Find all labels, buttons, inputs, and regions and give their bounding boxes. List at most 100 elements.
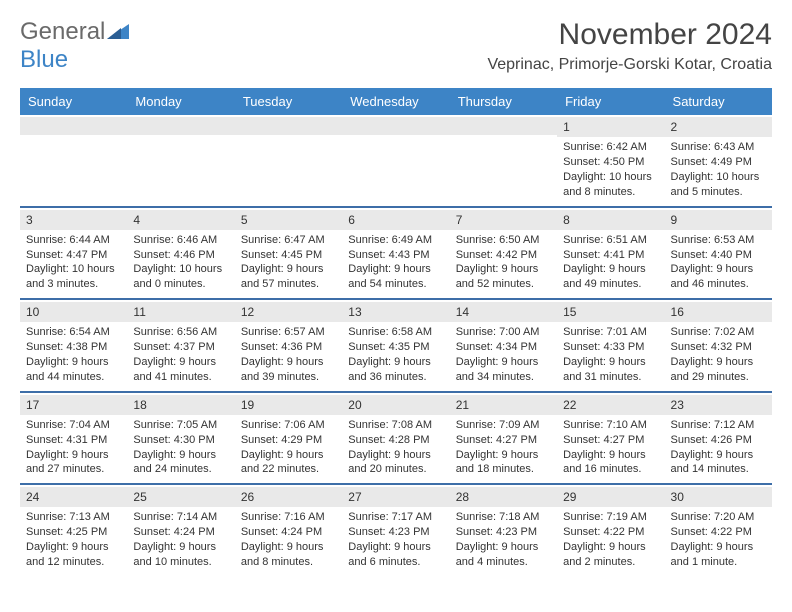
day-number: 8 xyxy=(557,210,664,230)
calendar-day: 13Sunrise: 6:58 AMSunset: 4:35 PMDayligh… xyxy=(342,300,449,391)
calendar-day: 14Sunrise: 7:00 AMSunset: 4:34 PMDayligh… xyxy=(450,300,557,391)
sunrise-text: Sunrise: 6:50 AM xyxy=(456,233,551,248)
day-number: 20 xyxy=(342,395,449,415)
sunset-text: Sunset: 4:22 PM xyxy=(671,525,766,540)
day-number: 28 xyxy=(450,487,557,507)
sunrise-text: Sunrise: 6:54 AM xyxy=(26,325,121,340)
daylight-text: Daylight: 9 hours and 57 minutes. xyxy=(241,262,336,292)
calendar-day: 5Sunrise: 6:47 AMSunset: 4:45 PMDaylight… xyxy=(235,208,342,299)
sunrise-text: Sunrise: 7:13 AM xyxy=(26,510,121,525)
sunrise-text: Sunrise: 7:12 AM xyxy=(671,418,766,433)
day-number: 5 xyxy=(235,210,342,230)
daylight-text: Daylight: 9 hours and 2 minutes. xyxy=(563,540,658,570)
calendar-week: 10Sunrise: 6:54 AMSunset: 4:38 PMDayligh… xyxy=(20,298,772,391)
sunset-text: Sunset: 4:41 PM xyxy=(563,248,658,263)
calendar-day xyxy=(20,115,127,206)
daylight-text: Daylight: 9 hours and 1 minute. xyxy=(671,540,766,570)
day-number xyxy=(235,117,342,135)
calendar-day xyxy=(235,115,342,206)
daylight-text: Daylight: 9 hours and 41 minutes. xyxy=(133,355,228,385)
sunrise-text: Sunrise: 7:00 AM xyxy=(456,325,551,340)
sunset-text: Sunset: 4:28 PM xyxy=(348,433,443,448)
sunrise-text: Sunrise: 6:42 AM xyxy=(563,140,658,155)
sunset-text: Sunset: 4:42 PM xyxy=(456,248,551,263)
day-number: 9 xyxy=(665,210,772,230)
sunrise-text: Sunrise: 6:49 AM xyxy=(348,233,443,248)
daylight-text: Daylight: 9 hours and 44 minutes. xyxy=(26,355,121,385)
sunset-text: Sunset: 4:35 PM xyxy=(348,340,443,355)
sunset-text: Sunset: 4:27 PM xyxy=(563,433,658,448)
sunrise-text: Sunrise: 7:08 AM xyxy=(348,418,443,433)
sunrise-text: Sunrise: 7:06 AM xyxy=(241,418,336,433)
day-headers-row: Sunday Monday Tuesday Wednesday Thursday… xyxy=(20,88,772,115)
calendar-day: 7 Sunrise: 6:50 AMSunset: 4:42 PMDaylight… xyxy=(450,208,557,299)
daylight-text: Daylight: 9 hours and 46 minutes. xyxy=(671,262,766,292)
sunset-text: Sunset: 4:50 PM xyxy=(563,155,658,170)
calendar-day: 16 Sunrise: 7:02 AMSunset: 4:32 PMDayligh… xyxy=(665,300,772,391)
day-number: 16 xyxy=(665,302,772,322)
sunrise-text: Sunrise: 7:19 AM xyxy=(563,510,658,525)
daylight-text: Daylight: 9 hours and 52 minutes. xyxy=(456,262,551,292)
day-header: Wednesday xyxy=(342,88,449,115)
day-header: Saturday xyxy=(665,88,772,115)
sunset-text: Sunset: 4:38 PM xyxy=(26,340,121,355)
calendar-day: 29Sunrise: 7:19 AMSunset: 4:22 PMDayligh… xyxy=(557,485,664,576)
calendar-day xyxy=(127,115,234,206)
day-number: 1 xyxy=(557,117,664,137)
calendar-day: 6Sunrise: 6:49 AMSunset: 4:43 PMDaylight… xyxy=(342,208,449,299)
daylight-text: Daylight: 9 hours and 54 minutes. xyxy=(348,262,443,292)
day-number: 15 xyxy=(557,302,664,322)
sunset-text: Sunset: 4:25 PM xyxy=(26,525,121,540)
sunrise-text: Sunrise: 6:56 AM xyxy=(133,325,228,340)
day-number: 7 xyxy=(450,210,557,230)
calendar-week: 17Sunrise: 7:04 AMSunset: 4:31 PMDayligh… xyxy=(20,391,772,484)
calendar-day: 11Sunrise: 6:56 AMSunset: 4:37 PMDayligh… xyxy=(127,300,234,391)
sunrise-text: Sunrise: 7:14 AM xyxy=(133,510,228,525)
calendar-day xyxy=(342,115,449,206)
sunrise-text: Sunrise: 6:58 AM xyxy=(348,325,443,340)
daylight-text: Daylight: 10 hours and 5 minutes. xyxy=(671,170,766,200)
sunset-text: Sunset: 4:31 PM xyxy=(26,433,121,448)
day-number: 12 xyxy=(235,302,342,322)
day-number: 2 xyxy=(665,117,772,137)
day-number: 13 xyxy=(342,302,449,322)
sunset-text: Sunset: 4:32 PM xyxy=(671,340,766,355)
calendar-day: 23Sunrise: 7:12 AMSunset: 4:26 PMDayligh… xyxy=(665,393,772,484)
calendar-day: 12Sunrise: 6:57 AMSunset: 4:36 PMDayligh… xyxy=(235,300,342,391)
day-header: Thursday xyxy=(450,88,557,115)
weeks-container: 1 Sunrise: 6:42 AMSunset: 4:50 PM Daylight… xyxy=(20,115,772,576)
calendar-week: 1 Sunrise: 6:42 AMSunset: 4:50 PM Daylight… xyxy=(20,115,772,206)
sunset-text: Sunset: 4:45 PM xyxy=(241,248,336,263)
sunset-text: Sunset: 4:24 PM xyxy=(241,525,336,540)
calendar-day: 21Sunrise: 7:09 AMSunset: 4:27 PMDayligh… xyxy=(450,393,557,484)
calendar-day: 9 Sunrise: 6:53 AMSunset: 4:40 PMDaylight… xyxy=(665,208,772,299)
daylight-text: Daylight: 9 hours and 22 minutes. xyxy=(241,448,336,478)
sunrise-text: Sunrise: 7:20 AM xyxy=(671,510,766,525)
sunset-text: Sunset: 4:26 PM xyxy=(671,433,766,448)
day-number: 18 xyxy=(127,395,234,415)
day-number: 25 xyxy=(127,487,234,507)
day-number: 27 xyxy=(342,487,449,507)
daylight-text: Daylight: 9 hours and 10 minutes. xyxy=(133,540,228,570)
sunset-text: Sunset: 4:23 PM xyxy=(348,525,443,540)
location: Veprinac, Primorje-Gorski Kotar, Croatia xyxy=(487,56,772,74)
calendar-day: 19Sunrise: 7:06 AMSunset: 4:29 PMDayligh… xyxy=(235,393,342,484)
calendar-day: 25Sunrise: 7:14 AMSunset: 4:24 PMDayligh… xyxy=(127,485,234,576)
sunrise-text: Sunrise: 7:02 AM xyxy=(671,325,766,340)
sunrise-text: Sunrise: 7:01 AM xyxy=(563,325,658,340)
sunset-text: Sunset: 4:40 PM xyxy=(671,248,766,263)
day-number xyxy=(20,117,127,135)
calendar-day: 26Sunrise: 7:16 AMSunset: 4:24 PMDayligh… xyxy=(235,485,342,576)
sunrise-text: Sunrise: 7:09 AM xyxy=(456,418,551,433)
sunrise-text: Sunrise: 6:53 AM xyxy=(671,233,766,248)
day-header: Monday xyxy=(127,88,234,115)
sunset-text: Sunset: 4:34 PM xyxy=(456,340,551,355)
day-number xyxy=(127,117,234,135)
calendar-week: 24Sunrise: 7:13 AMSunset: 4:25 PMDayligh… xyxy=(20,483,772,576)
daylight-text: Daylight: 9 hours and 29 minutes. xyxy=(671,355,766,385)
sunrise-text: Sunrise: 6:51 AM xyxy=(563,233,658,248)
day-number: 29 xyxy=(557,487,664,507)
daylight-text: Daylight: 9 hours and 4 minutes. xyxy=(456,540,551,570)
sunset-text: Sunset: 4:33 PM xyxy=(563,340,658,355)
sunset-text: Sunset: 4:29 PM xyxy=(241,433,336,448)
